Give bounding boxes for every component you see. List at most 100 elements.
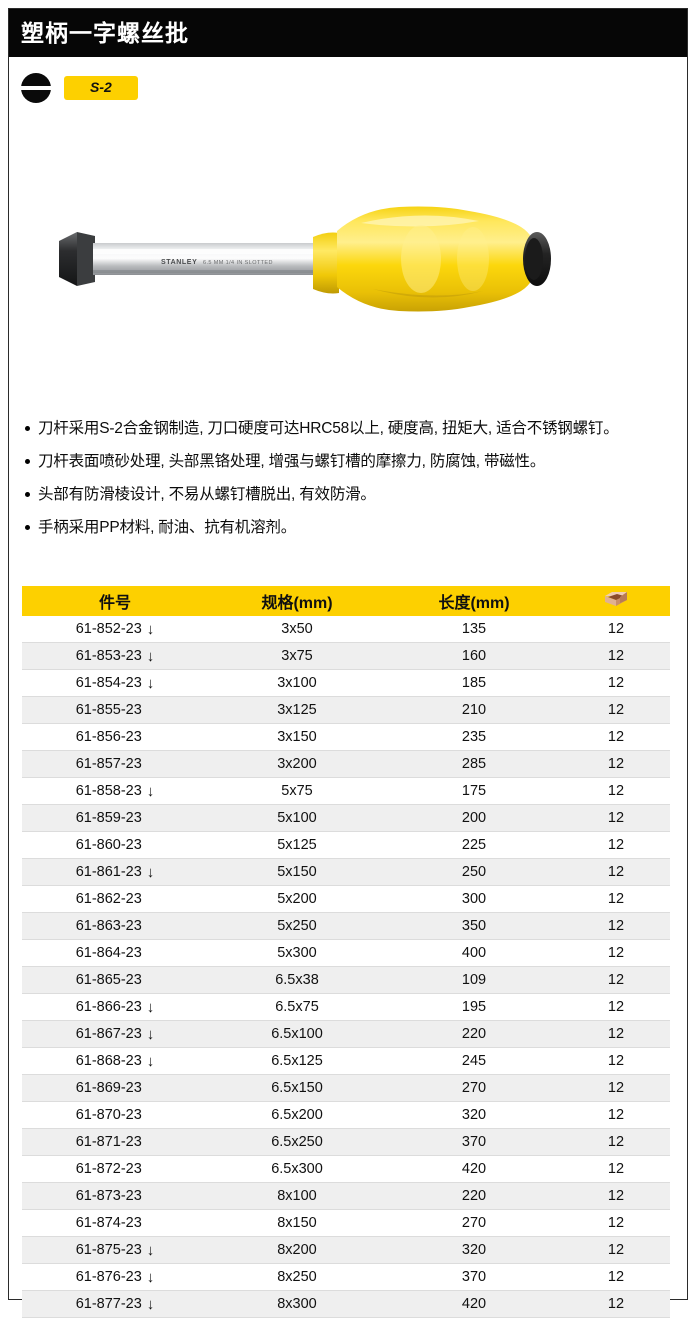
cell-part-number: 61-852-23 ↓: [22, 616, 208, 643]
cell-spec: 3x150: [277, 729, 317, 745]
table-row[interactable]: 61-871-23↓ 6.5x250 370 12: [22, 1128, 670, 1156]
cell-spec: 5x75: [281, 783, 313, 799]
cell-part-number: 61-865-23↓: [22, 967, 208, 994]
bullet-icon: [25, 492, 30, 497]
arrow-down-icon: ↓: [146, 999, 155, 1016]
part-number-text: 61-852-23: [75, 621, 142, 637]
cell-part-number: 61-877-23 ↓: [22, 1291, 208, 1318]
list-item: 刀杆采用S-2合金钢制造, 刀口硬度可达HRC58以上, 硬度高, 扭矩大, 适…: [25, 417, 677, 441]
table-row[interactable]: 61-857-23↓ 3x200 285 12: [22, 750, 670, 778]
cell-spec: 8x150: [277, 1215, 317, 1231]
cell-part-number: 61-864-23↓: [22, 940, 208, 967]
cell-carton-qty: 12: [607, 621, 625, 637]
cell-spec: 3x125: [277, 702, 317, 718]
arrow-down-icon: ↓: [146, 621, 155, 638]
cell-carton-qty: 12: [607, 864, 625, 880]
cell-length: 270: [461, 1215, 487, 1231]
table-row[interactable]: 61-876-23 ↓ 8x250 370 12: [22, 1263, 670, 1291]
table-row[interactable]: 61-853-23 ↓ 3x75 160 12: [22, 642, 670, 670]
column-header-length: 长度(mm): [386, 586, 562, 616]
half-circle-icon: [21, 73, 51, 103]
table-row[interactable]: 61-859-23↓ 5x100 200 12: [22, 804, 670, 832]
cell-carton-qty: 12: [607, 729, 625, 745]
cell-length: 195: [461, 999, 487, 1015]
cell-length: 200: [461, 810, 487, 826]
cell-carton-qty: 12: [607, 1080, 625, 1096]
table-row[interactable]: 61-873-23↓ 8x100 220 12: [22, 1182, 670, 1210]
column-header-carton-qty: [562, 586, 670, 616]
arrow-down-icon: ↓: [146, 1026, 155, 1043]
cell-part-number: 61-866-23 ↓: [22, 994, 208, 1021]
table-row[interactable]: 61-866-23 ↓ 6.5x75 195 12: [22, 993, 670, 1021]
cell-part-number: 61-861-23 ↓: [22, 859, 208, 886]
part-number-text: 61-867-23: [75, 1026, 142, 1042]
part-number-text: 61-866-23: [75, 999, 142, 1015]
feature-text: 刀杆采用S-2合金钢制造, 刀口硬度可达HRC58以上, 硬度高, 扭矩大, 适…: [38, 420, 619, 437]
table-row[interactable]: 61-870-23↓ 6.5x200 320 12: [22, 1101, 670, 1129]
page-title: 塑柄一字螺丝批: [21, 20, 189, 46]
cell-part-number: 61-869-23↓: [22, 1075, 208, 1102]
cell-length: 320: [461, 1242, 487, 1258]
cell-part-number: 61-853-23 ↓: [22, 643, 208, 670]
cell-length: 185: [461, 675, 487, 691]
cell-length: 135: [461, 621, 487, 637]
cell-part-number: 61-858-23 ↓: [22, 778, 208, 805]
cell-carton-qty: 12: [607, 972, 625, 988]
table-row[interactable]: 61-862-23↓ 5x200 300 12: [22, 885, 670, 913]
table-row[interactable]: 61-860-23↓ 5x125 225 12: [22, 831, 670, 859]
cell-spec: 5x300: [277, 945, 317, 961]
table-row[interactable]: 61-869-23↓ 6.5x150 270 12: [22, 1074, 670, 1102]
arrow-down-icon: ↓: [146, 864, 155, 881]
table-row[interactable]: 61-861-23 ↓ 5x150 250 12: [22, 858, 670, 886]
cell-length: 300: [461, 891, 487, 907]
part-number-text: 61-865-23: [75, 972, 142, 988]
svg-text:STANLEY: STANLEY: [161, 259, 197, 266]
table-row[interactable]: 61-877-23 ↓ 8x300 420 12: [22, 1290, 670, 1318]
table-row[interactable]: 61-856-23↓ 3x150 235 12: [22, 723, 670, 751]
cell-length: 220: [461, 1188, 487, 1204]
table-body: 61-852-23 ↓ 3x50 135 12 61-853-23 ↓ 3x75 160 12 61…: [22, 616, 670, 1318]
cell-part-number: 61-872-23↓: [22, 1156, 208, 1183]
table-row[interactable]: 61-868-23 ↓ 6.5x125 245 12: [22, 1047, 670, 1075]
cell-length: 270: [461, 1080, 487, 1096]
arrow-down-icon: ↓: [146, 1296, 155, 1313]
cell-length: 370: [461, 1269, 487, 1285]
table-row[interactable]: 61-874-23↓ 8x150 270 12: [22, 1209, 670, 1237]
cell-part-number: 61-873-23↓: [22, 1183, 208, 1210]
table-row[interactable]: 61-855-23↓ 3x125 210 12: [22, 696, 670, 724]
part-number-text: 61-863-23: [75, 918, 142, 934]
cell-spec: 8x200: [277, 1242, 317, 1258]
cell-length: 220: [461, 1026, 487, 1042]
table-row[interactable]: 61-863-23↓ 5x250 350 12: [22, 912, 670, 940]
cell-part-number: 61-854-23 ↓: [22, 670, 208, 697]
part-number-text: 61-862-23: [75, 891, 142, 907]
table-row[interactable]: 61-867-23 ↓ 6.5x100 220 12: [22, 1020, 670, 1048]
part-number-text: 61-853-23: [75, 648, 142, 664]
table-row[interactable]: 61-864-23↓ 5x300 400 12: [22, 939, 670, 967]
cell-carton-qty: 12: [607, 1296, 625, 1312]
part-number-text: 61-859-23: [75, 810, 142, 826]
table-row[interactable]: 61-875-23 ↓ 8x200 320 12: [22, 1236, 670, 1264]
material-badge-row: S-2: [21, 71, 138, 105]
feature-list: 刀杆采用S-2合金钢制造, 刀口硬度可达HRC58以上, 硬度高, 扭矩大, 适…: [25, 417, 677, 549]
table-row[interactable]: 61-865-23↓ 6.5x38 109 12: [22, 966, 670, 994]
cell-part-number: 61-859-23↓: [22, 805, 208, 832]
table-row[interactable]: 61-852-23 ↓ 3x50 135 12: [22, 616, 670, 643]
cell-carton-qty: 12: [607, 783, 625, 799]
part-number-text: 61-855-23: [75, 702, 142, 718]
part-number-text: 61-875-23: [75, 1242, 142, 1258]
table-row[interactable]: 61-872-23↓ 6.5x300 420 12: [22, 1155, 670, 1183]
cell-carton-qty: 12: [607, 1215, 625, 1231]
cell-length: 160: [461, 648, 487, 664]
cell-length: 245: [461, 1053, 487, 1069]
cell-length: 109: [461, 972, 487, 988]
table-row[interactable]: 61-854-23 ↓ 3x100 185 12: [22, 669, 670, 697]
part-number-text: 61-876-23: [75, 1269, 142, 1285]
cell-length: 235: [461, 729, 487, 745]
cell-length: 350: [461, 918, 487, 934]
carton-box-icon: [603, 589, 629, 613]
table-row[interactable]: 61-858-23 ↓ 5x75 175 12: [22, 777, 670, 805]
cell-spec: 6.5x38: [275, 972, 319, 988]
part-number-text: 61-869-23: [75, 1080, 142, 1096]
cell-part-number: 61-857-23↓: [22, 751, 208, 778]
